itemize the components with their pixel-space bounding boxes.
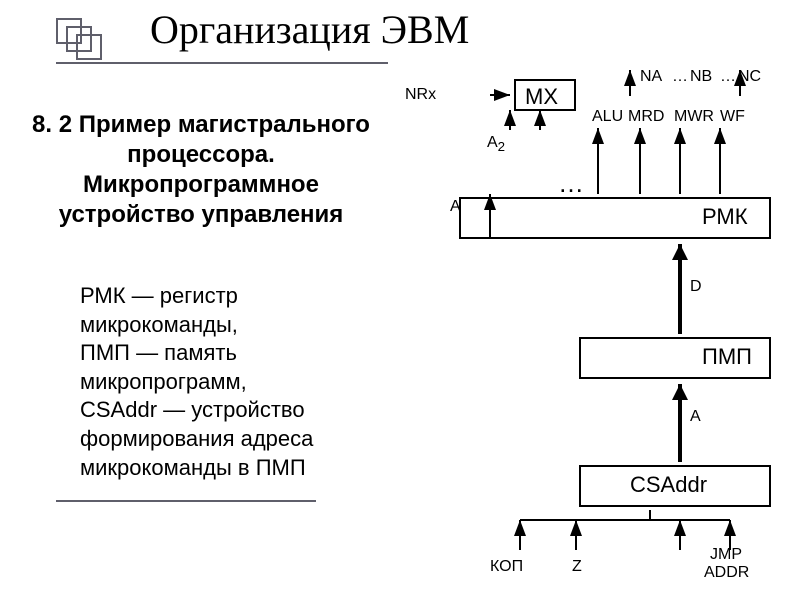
label-kop: КОП	[490, 558, 523, 576]
bottom-underline	[56, 500, 316, 502]
label-dots-mid: …	[558, 168, 584, 199]
label-mwr: MWR	[674, 108, 714, 126]
slide-title: Организация ЭВМ	[150, 6, 469, 53]
slide-logo	[56, 18, 106, 67]
title-underline	[56, 62, 388, 64]
label-wf: WF	[720, 108, 745, 126]
label-a-left: A	[450, 198, 461, 216]
label-pmp: ПМП	[702, 344, 752, 370]
label-a2: A2	[487, 134, 505, 154]
label-addr: ADDR	[704, 564, 749, 582]
label-nb: NB	[690, 68, 712, 86]
label-nrx: NRx	[405, 86, 436, 104]
label-d: D	[690, 278, 702, 296]
label-csaddr: CSAddr	[630, 472, 707, 498]
label-a-bot: A	[690, 408, 701, 426]
label-dots-top2: …	[720, 68, 736, 86]
label-dots-top: …	[672, 68, 688, 86]
label-mrd: MRD	[628, 108, 664, 126]
label-nc: NC	[738, 68, 761, 86]
label-alu: ALU	[592, 108, 623, 126]
definitions-text: РМК — регистр микрокоманды, ПМП — память…	[80, 282, 380, 482]
label-jmp: JMP	[710, 546, 742, 564]
slide-subtitle: 8. 2 Пример магистрального процессора. М…	[16, 110, 386, 230]
label-z: Z	[572, 558, 582, 576]
label-rmk: РМК	[702, 204, 748, 230]
microprogram-diagram: NRx MX NA … NB … NC A2 ALU MRD MWR WF A …	[380, 68, 794, 595]
label-mx: MX	[525, 84, 558, 110]
label-na: NA	[640, 68, 662, 86]
